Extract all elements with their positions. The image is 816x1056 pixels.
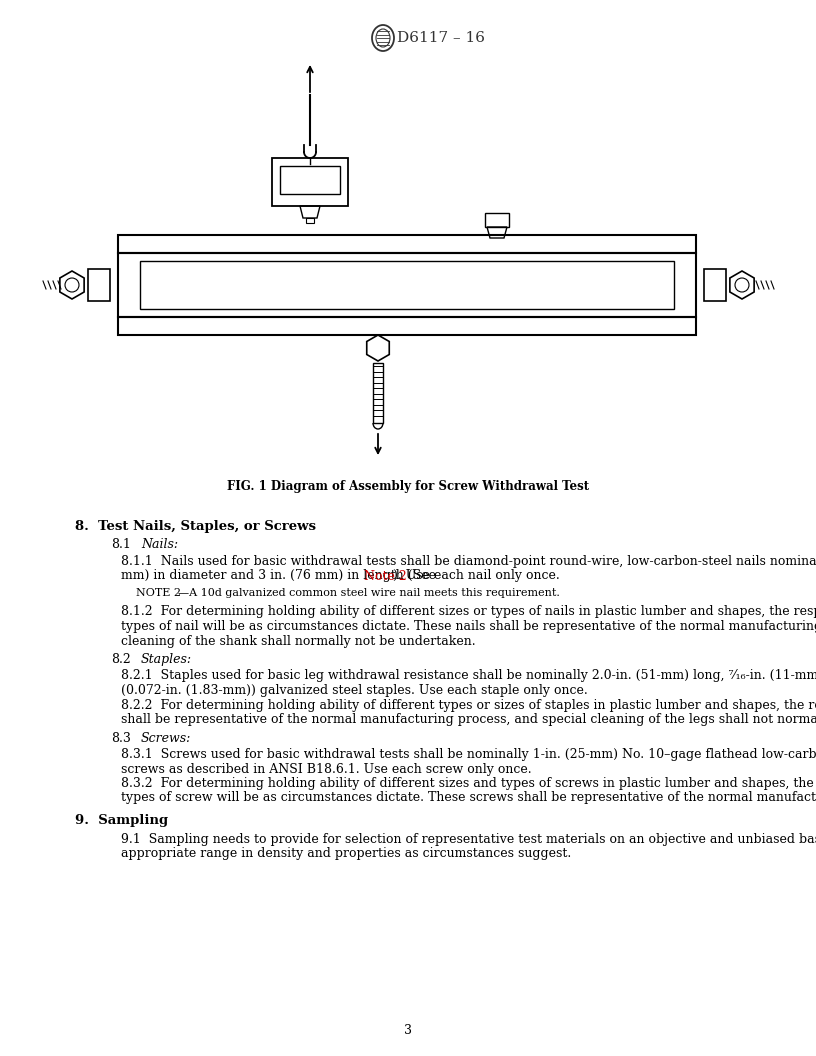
Text: D6117 – 16: D6117 – 16 [397, 31, 485, 45]
Text: 9.  Sampling: 9. Sampling [75, 814, 168, 827]
Text: ). Use each nail only once.: ). Use each nail only once. [393, 569, 560, 583]
Text: cleaning of the shank shall normally not be undertaken.: cleaning of the shank shall normally not… [121, 635, 476, 647]
Text: 8.3.1  Screws used for basic withdrawal tests shall be nominally 1-in. (25-mm) N: 8.3.1 Screws used for basic withdrawal t… [121, 748, 816, 761]
Bar [118, 235, 696, 253]
Text: Note 2: Note 2 [364, 569, 406, 583]
Text: 8.1.1  Nails used for basic withdrawal tests shall be diamond-point round-wire, : 8.1.1 Nails used for basic withdrawal te… [121, 555, 816, 568]
Bar [280, 166, 340, 194]
Bar [118, 253, 696, 317]
Text: shall be representative of the normal manufacturing process, and special cleanin: shall be representative of the normal ma… [121, 713, 816, 727]
Bar [140, 261, 674, 309]
Text: Screws:: Screws: [141, 732, 192, 744]
Text: NOTE 2: NOTE 2 [136, 588, 181, 598]
Bar [485, 213, 509, 227]
Text: 8.  Test Nails, Staples, or Screws: 8. Test Nails, Staples, or Screws [75, 520, 316, 533]
Text: FIG. 1 Diagram of Assembly for Screw Withdrawal Test: FIG. 1 Diagram of Assembly for Screw Wit… [227, 480, 589, 493]
Text: 8.3: 8.3 [111, 732, 131, 744]
Bar [306, 218, 314, 223]
Bar [88, 269, 110, 301]
Bar [272, 158, 348, 206]
Text: 8.2.1  Staples used for basic leg withdrawal resistance shall be nominally 2.0-i: 8.2.1 Staples used for basic leg withdra… [121, 670, 816, 682]
Text: 8.2.2  For determining holding ability of different types or sizes of staples in: 8.2.2 For determining holding ability of… [121, 698, 816, 712]
Text: appropriate range in density and properties as circumstances suggest.: appropriate range in density and propert… [121, 847, 571, 860]
Text: Nails:: Nails: [141, 539, 178, 551]
Text: types of screw will be as circumstances dictate. These screws shall be represent: types of screw will be as circumstances … [121, 792, 816, 805]
Text: Staples:: Staples: [141, 653, 192, 666]
Text: 8.2: 8.2 [111, 653, 131, 666]
Text: 8.3.2  For determining holding ability of different sizes and types of screws in: 8.3.2 For determining holding ability of… [121, 777, 816, 790]
Text: —A 10d galvanized common steel wire nail meets this requirement.: —A 10d galvanized common steel wire nail… [178, 588, 560, 598]
Text: 8.1: 8.1 [111, 539, 131, 551]
Text: 9.1  Sampling needs to provide for selection of representative test materials on: 9.1 Sampling needs to provide for select… [121, 832, 816, 846]
Text: 3: 3 [404, 1023, 412, 1037]
Bar [118, 317, 696, 335]
Text: types of nail will be as circumstances dictate. These nails shall be representat: types of nail will be as circumstances d… [121, 620, 816, 633]
Text: 8.1.2  For determining holding ability of different sizes or types of nails in p: 8.1.2 For determining holding ability of… [121, 605, 816, 619]
Text: screws as described in ANSI B18.6.1. Use each screw only once.: screws as described in ANSI B18.6.1. Use… [121, 762, 532, 775]
Bar [373, 363, 383, 423]
Text: mm) in diameter and 3 in. (76 mm) in length (See: mm) in diameter and 3 in. (76 mm) in len… [121, 569, 440, 583]
Bar [704, 269, 726, 301]
Text: (0.072-in. (1.83-mm)) galvanized steel staples. Use each staple only once.: (0.072-in. (1.83-mm)) galvanized steel s… [121, 684, 588, 697]
